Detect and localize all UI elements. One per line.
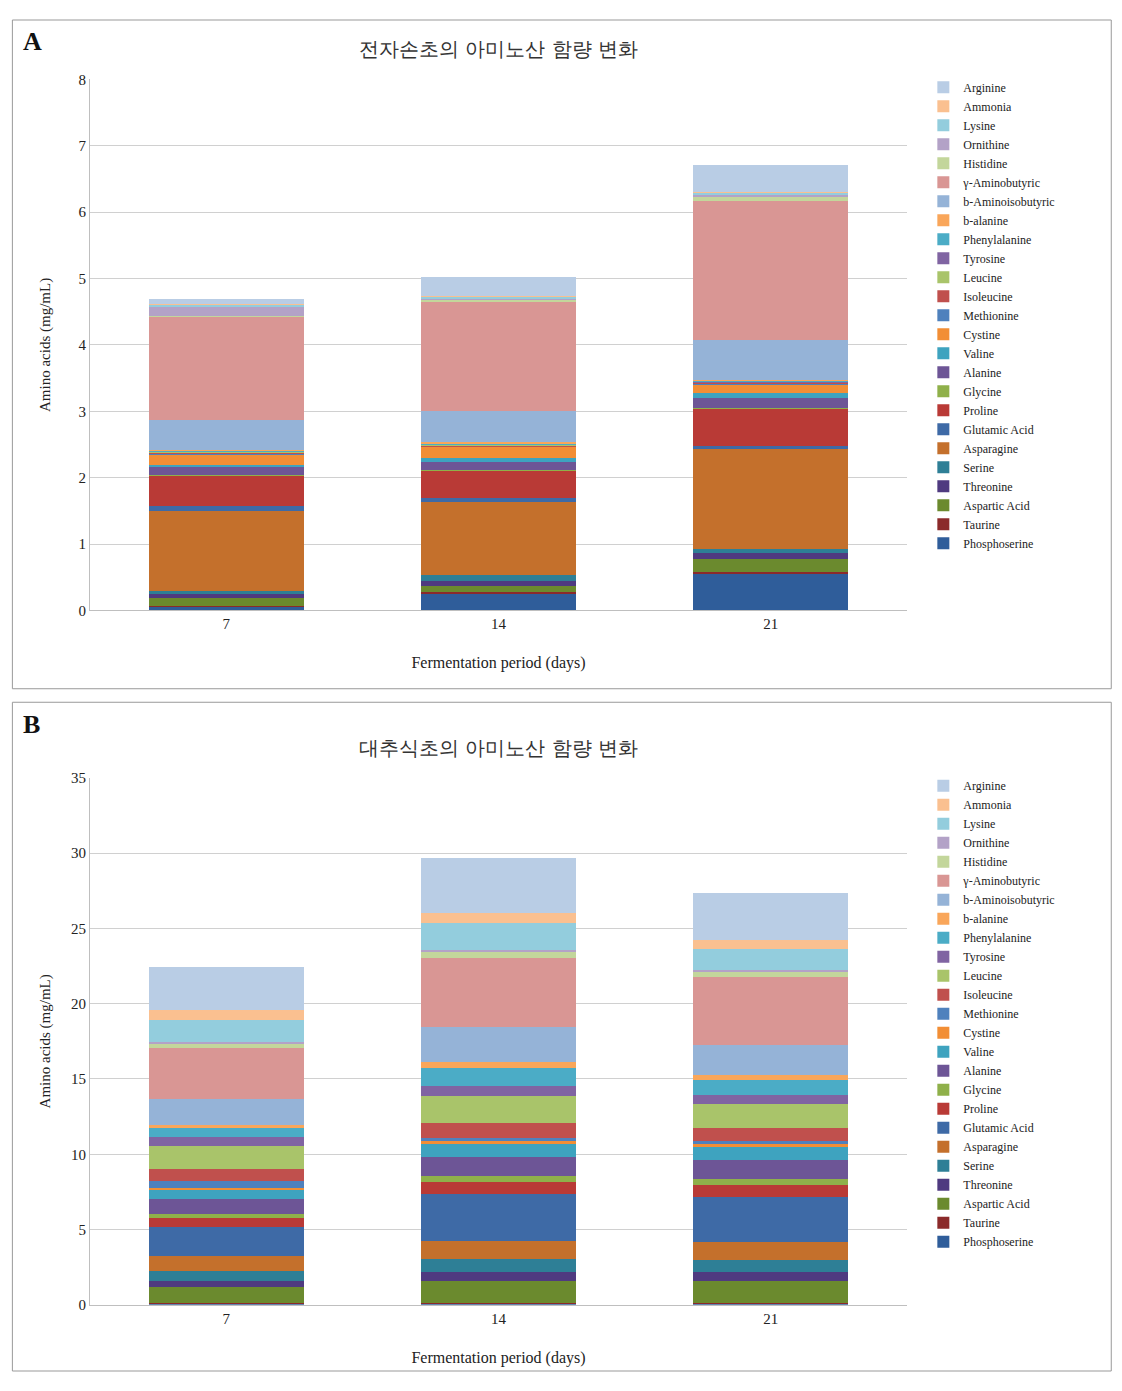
svg-text:전자손초의 아미노산 함량 변화: 전자손초의 아미노산 함량 변화 <box>359 37 638 61</box>
svg-text:γ-Aminobutyric: γ-Aminobutyric <box>962 874 1040 888</box>
svg-text:Proline: Proline <box>963 404 998 418</box>
svg-text:15: 15 <box>71 1071 86 1087</box>
svg-text:Threonine: Threonine <box>963 1178 1012 1192</box>
svg-text:Phenylalanine: Phenylalanine <box>963 233 1031 247</box>
svg-text:25: 25 <box>71 921 86 937</box>
svg-text:14: 14 <box>491 1311 507 1327</box>
svg-text:Isoleucine: Isoleucine <box>963 988 1012 1002</box>
svg-text:Ornithine: Ornithine <box>963 138 1009 152</box>
svg-text:7: 7 <box>79 138 87 154</box>
svg-text:Asparagine: Asparagine <box>963 442 1018 456</box>
svg-text:B: B <box>23 710 40 739</box>
svg-text:7: 7 <box>222 616 230 632</box>
svg-text:Lysine: Lysine <box>963 119 995 133</box>
svg-text:b-alanine: b-alanine <box>963 912 1008 926</box>
svg-text:21: 21 <box>763 1311 778 1327</box>
svg-text:Asparagine: Asparagine <box>963 1140 1018 1154</box>
svg-text:Ammonia: Ammonia <box>963 100 1012 114</box>
svg-text:Leucine: Leucine <box>963 271 1002 285</box>
svg-text:Tyrosine: Tyrosine <box>963 950 1005 964</box>
svg-text:Lysine: Lysine <box>963 817 995 831</box>
svg-text:Methionine: Methionine <box>963 309 1018 323</box>
svg-text:Fermentation period (days): Fermentation period (days) <box>411 1349 585 1367</box>
svg-text:b-Aminoisobutyric: b-Aminoisobutyric <box>963 195 1054 209</box>
svg-text:Glycine: Glycine <box>963 385 1001 399</box>
svg-text:Ammonia: Ammonia <box>963 798 1012 812</box>
svg-text:Tyrosine: Tyrosine <box>963 252 1005 266</box>
svg-text:5: 5 <box>79 271 87 287</box>
svg-text:Phenylalanine: Phenylalanine <box>963 931 1031 945</box>
svg-text:Glutamic Acid: Glutamic Acid <box>963 1121 1033 1135</box>
svg-text:Cystine: Cystine <box>963 1026 1000 1040</box>
svg-text:Amino acids (mg/mL): Amino acids (mg/mL) <box>37 278 54 412</box>
svg-text:20: 20 <box>71 996 86 1012</box>
svg-text:Alanine: Alanine <box>963 366 1001 380</box>
svg-text:14: 14 <box>491 616 507 632</box>
svg-text:Arginine: Arginine <box>963 779 1005 793</box>
svg-text:6: 6 <box>79 204 87 220</box>
svg-text:Serine: Serine <box>963 1159 994 1173</box>
svg-text:Valine: Valine <box>963 347 994 361</box>
svg-text:Taurine: Taurine <box>963 1216 999 1230</box>
svg-text:10: 10 <box>71 1147 86 1163</box>
svg-text:Alanine: Alanine <box>963 1064 1001 1078</box>
svg-text:Histidine: Histidine <box>963 855 1007 869</box>
svg-text:Amino acids (mg/mL): Amino acids (mg/mL) <box>37 974 54 1108</box>
svg-text:21: 21 <box>763 616 778 632</box>
svg-text:30: 30 <box>71 845 86 861</box>
svg-text:2: 2 <box>79 470 87 486</box>
svg-text:b-alanine: b-alanine <box>963 214 1008 228</box>
svg-text:Phosphoserine: Phosphoserine <box>963 537 1033 551</box>
svg-text:35: 35 <box>71 770 86 786</box>
svg-text:Leucine: Leucine <box>963 969 1002 983</box>
svg-text:Glutamic Acid: Glutamic Acid <box>963 423 1033 437</box>
svg-text:0: 0 <box>79 603 87 619</box>
svg-text:A: A <box>23 27 42 56</box>
svg-text:Arginine: Arginine <box>963 81 1005 95</box>
svg-text:1: 1 <box>79 536 87 552</box>
svg-text:Isoleucine: Isoleucine <box>963 290 1012 304</box>
svg-text:Histidine: Histidine <box>963 157 1007 171</box>
svg-text:Proline: Proline <box>963 1102 998 1116</box>
svg-text:Glycine: Glycine <box>963 1083 1001 1097</box>
svg-text:Phosphoserine: Phosphoserine <box>963 1235 1033 1249</box>
svg-text:Cystine: Cystine <box>963 328 1000 342</box>
svg-text:대추식초의 아미노산 함량 변화: 대추식초의 아미노산 함량 변화 <box>359 736 638 760</box>
svg-text:3: 3 <box>79 404 87 420</box>
svg-text:5: 5 <box>79 1222 87 1238</box>
svg-text:7: 7 <box>222 1311 230 1327</box>
svg-text:Aspartic Acid: Aspartic Acid <box>963 499 1029 513</box>
svg-text:Aspartic Acid: Aspartic Acid <box>963 1197 1029 1211</box>
svg-text:Fermentation period (days): Fermentation period (days) <box>411 654 585 672</box>
svg-text:Ornithine: Ornithine <box>963 836 1009 850</box>
svg-text:Threonine: Threonine <box>963 480 1012 494</box>
svg-text:b-Aminoisobutyric: b-Aminoisobutyric <box>963 893 1054 907</box>
svg-text:Valine: Valine <box>963 1045 994 1059</box>
svg-text:Serine: Serine <box>963 461 994 475</box>
svg-text:0: 0 <box>79 1297 87 1313</box>
svg-text:8: 8 <box>79 72 87 88</box>
svg-text:γ-Aminobutyric: γ-Aminobutyric <box>962 176 1040 190</box>
svg-text:4: 4 <box>79 337 87 353</box>
svg-text:Methionine: Methionine <box>963 1007 1018 1021</box>
svg-text:Taurine: Taurine <box>963 518 999 532</box>
